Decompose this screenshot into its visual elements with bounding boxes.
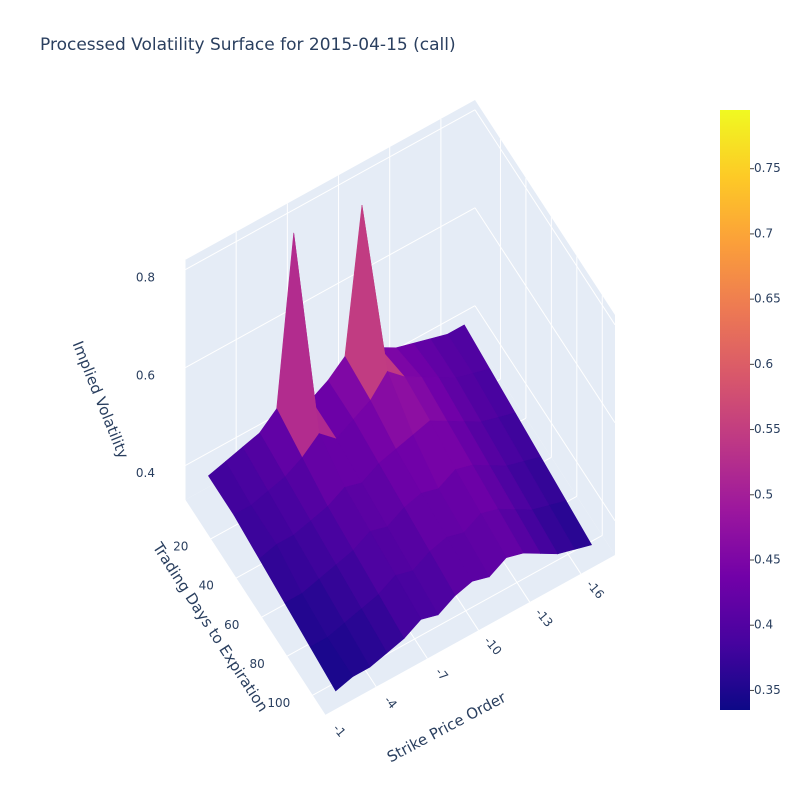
colorbar-tick-label: 0.7 bbox=[754, 226, 773, 240]
colorbar-tick-label: 0.75 bbox=[754, 161, 781, 175]
x-tick-label: -16 bbox=[584, 577, 607, 601]
y-tick-label: 20 bbox=[173, 540, 188, 554]
z-axis-title: Implied Volatility bbox=[69, 338, 133, 461]
y-tick-label: 60 bbox=[224, 618, 239, 632]
colorbar-tick-label: 0.65 bbox=[754, 292, 781, 306]
grid-line bbox=[474, 207, 616, 424]
grid-line bbox=[474, 109, 616, 326]
chart-title: Processed Volatility Surface for 2015-04… bbox=[40, 35, 456, 55]
y-tick-label: 40 bbox=[199, 579, 214, 593]
colorbar-tick-label: 0.5 bbox=[754, 487, 773, 501]
y-tick-label: 100 bbox=[267, 696, 290, 710]
grid-line bbox=[184, 207, 476, 369]
z-tick-label: 0.8 bbox=[136, 270, 155, 284]
back-wall bbox=[185, 100, 475, 500]
grid-line bbox=[474, 305, 616, 521]
colorbar-tick-label: 0.6 bbox=[754, 357, 773, 371]
y-tick-label: 80 bbox=[250, 657, 265, 671]
colorbar-tick-label: 0.45 bbox=[754, 553, 781, 567]
z-tick-label: 0.6 bbox=[136, 368, 155, 382]
grid-line bbox=[184, 109, 476, 271]
colorbar-tick-label: 0.35 bbox=[754, 683, 781, 697]
x-axis-title: Strike Price Order bbox=[384, 688, 510, 766]
side-wall bbox=[475, 100, 615, 555]
z-tick-label: 0.4 bbox=[136, 466, 155, 480]
grid-line bbox=[184, 499, 326, 716]
surface-patch bbox=[309, 637, 354, 692]
x-tick-label: -10 bbox=[481, 634, 504, 658]
colorbar-tick-label: 0.4 bbox=[754, 618, 773, 632]
colorbar-tick-label: 0.55 bbox=[754, 422, 781, 436]
colorbar bbox=[720, 110, 750, 710]
x-tick-label: -1 bbox=[330, 722, 348, 740]
x-tick-label: -7 bbox=[433, 665, 451, 683]
x-tick-label: -4 bbox=[381, 693, 399, 711]
x-tick-label: -13 bbox=[532, 606, 555, 630]
